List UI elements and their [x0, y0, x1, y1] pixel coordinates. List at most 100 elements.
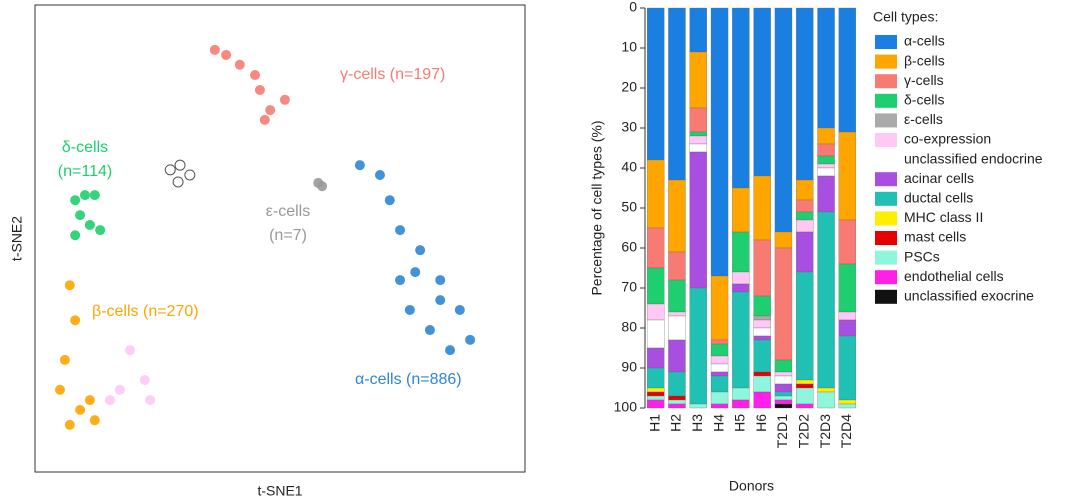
cluster-label: β-cells (n=270) [92, 303, 199, 320]
bar-segment [710, 403, 729, 409]
bar-segment [774, 375, 793, 385]
bar-segment [817, 211, 835, 389]
legend-swatch [875, 93, 897, 108]
y-tick-label: 80 [621, 319, 637, 335]
legend-swatch [875, 270, 897, 285]
cell-point [114, 384, 125, 395]
bar-segment [796, 379, 814, 385]
bar-segment [753, 339, 771, 373]
x-axis-label: t-SNE1 [257, 483, 302, 499]
x-tick-label: H6 [753, 414, 769, 432]
cell-point [139, 375, 150, 386]
bar-segment [753, 7, 771, 177]
y-axis-label: Percentage of cell types (%) [589, 120, 605, 295]
bar-segment [796, 231, 814, 273]
bar-segment [753, 327, 771, 337]
cell-point [445, 345, 456, 356]
bar-segment [668, 395, 686, 401]
bar-segment [796, 271, 814, 381]
cell-point [395, 275, 406, 286]
legend-swatch [875, 74, 897, 89]
bar-segment [668, 311, 686, 317]
bar-segment [668, 371, 686, 397]
y-tick-label: 10 [621, 39, 637, 55]
bar-segment [753, 315, 771, 321]
cell-point [454, 304, 465, 315]
x-tick-label: H3 [689, 414, 705, 432]
bar-segment [796, 211, 814, 221]
bar-segment [732, 271, 750, 285]
cell-point [415, 245, 426, 256]
bar-segment [689, 151, 707, 289]
cell-point [54, 384, 65, 395]
bar-segment [668, 399, 686, 405]
bar-segment [646, 367, 665, 389]
x-tick-label: H5 [732, 414, 748, 432]
cell-point [265, 105, 276, 116]
bar-segment [817, 167, 835, 177]
cell-point [75, 210, 86, 221]
bar-segment [838, 335, 857, 401]
bar-segment [732, 7, 750, 189]
legend-swatch [875, 133, 897, 147]
bar-segment [753, 371, 771, 377]
x-tick-label: T2D3 [817, 414, 833, 448]
x-tick-label: T2D4 [838, 414, 854, 448]
bar-segment [689, 403, 707, 409]
bar-segment [796, 383, 814, 389]
cell-point [89, 415, 100, 426]
cell-point [424, 325, 435, 336]
legend-label: β-cells [904, 52, 945, 68]
bar-segment [689, 107, 707, 133]
bar-segment [732, 387, 750, 401]
bar-segment [838, 311, 857, 321]
bar-segment [668, 279, 686, 313]
cell-point [410, 267, 421, 278]
bar-segment [753, 391, 771, 409]
bar-segment [774, 383, 793, 393]
cell-point [234, 59, 245, 70]
bar-segment [817, 387, 835, 393]
cell-point [395, 225, 406, 236]
bar-segment [838, 263, 857, 313]
bar-segment [838, 131, 857, 221]
bar-segment [774, 7, 793, 233]
cell-point [95, 225, 106, 236]
legend-label: endothelial cells [904, 268, 1004, 284]
bar-segment [668, 7, 686, 181]
cell-point [125, 345, 136, 356]
bar-segment [668, 251, 686, 281]
legend-label: δ-cells [904, 92, 944, 108]
cell-point [435, 275, 446, 286]
y-tick-label: 30 [621, 119, 637, 135]
legend-swatch [875, 172, 897, 187]
bar-segment [689, 143, 707, 153]
bar-segment [774, 403, 793, 409]
x-axis-label: Donors [729, 478, 774, 494]
legend-label: ε-cells [904, 111, 943, 127]
bar-segment [732, 187, 750, 233]
bar-segment [838, 399, 857, 405]
bar-segment [774, 359, 793, 373]
bar-segment [774, 395, 793, 401]
bar-segment [710, 339, 729, 345]
cluster-label: δ-cells [62, 139, 108, 156]
legend-title: Cell types: [873, 9, 938, 25]
bar-segment [796, 179, 814, 201]
x-tick-label: H4 [710, 414, 726, 432]
cell-point [174, 159, 186, 171]
legend-swatch [875, 191, 897, 206]
legend-label: MHC class II [904, 209, 983, 225]
legend-label: acinar cells [904, 170, 974, 186]
bar-segment [838, 319, 857, 337]
cell-point [64, 280, 75, 291]
bar-segment [646, 319, 665, 349]
bar-segment [838, 403, 857, 409]
legend-label: unclassified endocrine [904, 150, 1043, 166]
legend-label: ductal cells [904, 190, 973, 206]
bar-segment [689, 51, 707, 109]
legend-swatch [875, 54, 897, 69]
bar-segment [689, 7, 707, 53]
legend-swatch [875, 231, 897, 245]
cell-point [221, 49, 232, 60]
